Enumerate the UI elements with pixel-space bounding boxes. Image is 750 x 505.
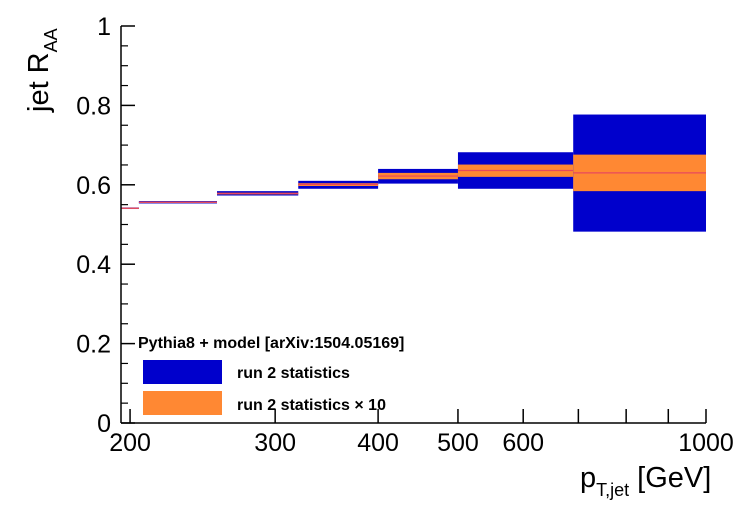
bands-layer bbox=[121, 114, 706, 232]
x-tick-label-4: 600 bbox=[502, 429, 544, 457]
x-tick-label-2: 400 bbox=[357, 429, 399, 457]
y-axis-title: jet RAA bbox=[23, 28, 61, 113]
x-axis-title-sub: T,jet bbox=[596, 480, 629, 500]
svg-text:jet RAA: jet RAA bbox=[23, 28, 61, 113]
legend-swatch-run2 bbox=[143, 360, 222, 384]
y-tick-label-4: 0.8 bbox=[76, 92, 111, 120]
x-axis-title-main: p bbox=[580, 462, 596, 494]
x-tick-label-1: 300 bbox=[254, 429, 296, 457]
tick-labels-layer: 0 0.2 0.4 0.6 0.8 1 200 300 400 500 600 1000 bbox=[76, 13, 734, 457]
x-tick-label-3: 500 bbox=[437, 429, 479, 457]
x-axis-title-unit: [GeV] bbox=[637, 462, 711, 494]
y-axis-title-main: jet R bbox=[23, 52, 55, 113]
y-tick-label-1: 0.2 bbox=[76, 331, 111, 359]
legend: Pythia8 + model [arXiv:1504.05169] run 2… bbox=[138, 335, 404, 415]
x-axis-title: pT,jet [GeV] bbox=[580, 462, 711, 500]
legend-swatch-run2x10 bbox=[143, 391, 222, 415]
y-tick-label-0: 0 bbox=[97, 410, 111, 438]
x-tick-label-5: 1000 bbox=[678, 429, 734, 457]
y-tick-label-3: 0.6 bbox=[76, 172, 111, 200]
legend-label-run2x10: run 2 statistics × 10 bbox=[237, 397, 386, 414]
ticks-layer bbox=[121, 25, 707, 424]
y-tick-label-5: 1 bbox=[97, 13, 111, 41]
y-axis-title-sub: AA bbox=[41, 28, 61, 52]
legend-title: Pythia8 + model [arXiv:1504.05169] bbox=[138, 335, 404, 352]
legend-label-run2: run 2 statistics bbox=[237, 365, 350, 382]
x-tick-label-0: 200 bbox=[109, 429, 151, 457]
y-tick-label-2: 0.4 bbox=[76, 251, 111, 279]
